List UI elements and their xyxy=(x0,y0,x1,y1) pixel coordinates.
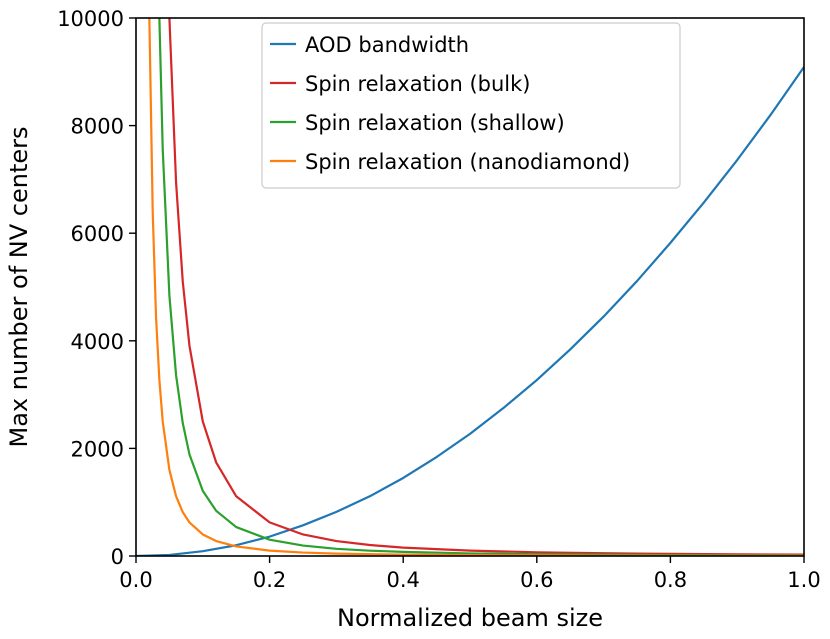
x-tick-label: 0.0 xyxy=(119,568,152,592)
plot-frame xyxy=(135,17,805,557)
legend-label-0: AOD bandwidth xyxy=(305,33,469,57)
legend-box xyxy=(261,22,681,189)
x-tick-label: 0.6 xyxy=(520,568,553,592)
series-line-1 xyxy=(168,18,804,556)
x-tick-label: 1.0 xyxy=(787,568,820,592)
x-axis-label: Normalized beam size xyxy=(337,604,603,632)
y-tick-label: 8000 xyxy=(71,115,124,139)
y-tick-label: 10000 xyxy=(57,7,124,31)
series-line-0 xyxy=(136,66,804,556)
y-tick-label: 2000 xyxy=(71,437,124,461)
y-tick-label: 4000 xyxy=(71,330,124,354)
x-tick-label: 0.4 xyxy=(386,568,419,592)
x-axis: 0.0 0.2 0.4 0.6 0.8 1.0 xyxy=(119,556,821,592)
legend: AOD bandwidth Spin relaxation (bulk) Spin … xyxy=(261,22,681,189)
legend-label-2: Spin relaxation (shallow) xyxy=(305,111,565,135)
y-tick-label: 6000 xyxy=(71,222,124,246)
x-tick-label: 0.2 xyxy=(253,568,286,592)
legend-label-1: Spin relaxation (bulk) xyxy=(305,72,531,96)
y-axis-label: Max number of NV centers xyxy=(5,126,33,447)
y-axis: 0 2000 4000 6000 8000 10000 xyxy=(57,7,136,569)
x-tick-label: 0.8 xyxy=(654,568,687,592)
y-tick-label: 0 xyxy=(111,545,124,569)
legend-label-3: Spin relaxation (nanodiamond) xyxy=(305,150,630,174)
